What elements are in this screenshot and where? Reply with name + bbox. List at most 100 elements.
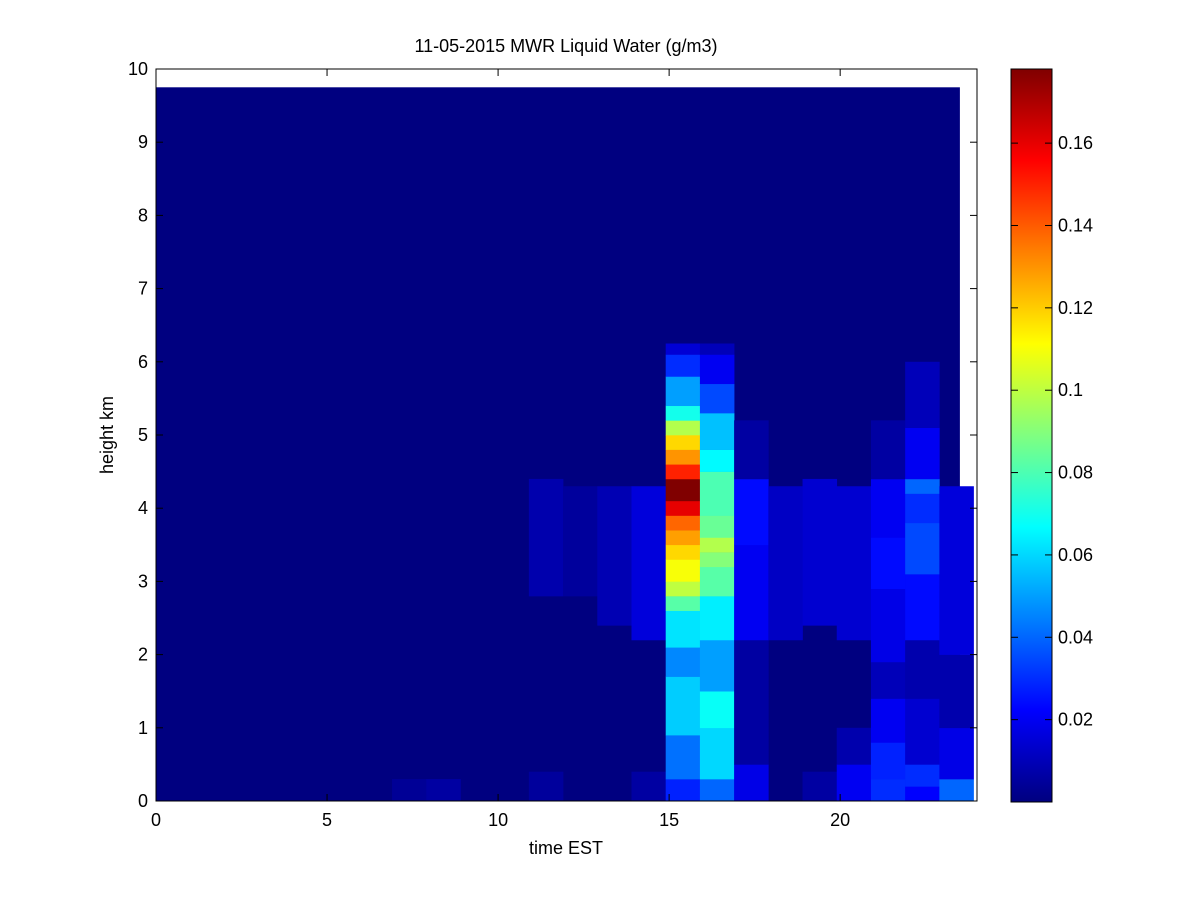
x-axis-ticks: 0 5 10 15 20 bbox=[151, 69, 850, 830]
y-tick-label: 9 bbox=[138, 132, 148, 152]
heatmap-cell bbox=[665, 420, 701, 436]
y-tick-label: 5 bbox=[138, 425, 148, 445]
heatmap-cell bbox=[665, 559, 701, 582]
heatmap-cell bbox=[905, 361, 940, 428]
heatmap-cell bbox=[870, 420, 906, 480]
heatmap-cell bbox=[836, 727, 872, 765]
x-tick-label: 5 bbox=[322, 810, 332, 830]
y-tick-label: 3 bbox=[138, 571, 148, 591]
heatmap-cell bbox=[699, 343, 735, 355]
heatmap-cell bbox=[870, 661, 906, 699]
heatmap-cell bbox=[699, 552, 735, 568]
colorbar: 0.02 0.04 0.06 0.08 0.1 0.12 0.14 0.16 bbox=[1010, 68, 1093, 803]
heatmap-cell bbox=[768, 486, 803, 641]
heatmap-cell bbox=[665, 544, 701, 560]
heatmap-cell bbox=[870, 779, 906, 802]
heatmap-cell bbox=[905, 764, 940, 787]
x-tick-label: 15 bbox=[659, 810, 679, 830]
heatmap-cell bbox=[699, 537, 735, 553]
y-tick-label: 4 bbox=[138, 498, 148, 518]
plot-area bbox=[155, 68, 978, 802]
heatmap-cell bbox=[699, 515, 735, 538]
y-tick-label: 8 bbox=[138, 205, 148, 225]
heatmap-cell bbox=[905, 493, 940, 524]
heatmap-cell bbox=[699, 691, 735, 729]
heatmap-cell bbox=[528, 478, 564, 597]
heatmap-cell bbox=[939, 779, 974, 802]
x-tick-label: 10 bbox=[488, 810, 508, 830]
colorbar-tick-label: 0.1 bbox=[1058, 380, 1083, 400]
heatmap-cell bbox=[665, 610, 701, 648]
x-tick-label: 0 bbox=[151, 810, 161, 830]
heatmap-cell bbox=[905, 478, 940, 494]
heatmap-cell bbox=[665, 464, 701, 480]
y-tick-label: 6 bbox=[138, 352, 148, 372]
colorbar-tick-label: 0.02 bbox=[1058, 710, 1093, 730]
heatmap-cell bbox=[699, 639, 735, 692]
colorbar-tick-label: 0.16 bbox=[1058, 133, 1093, 153]
heatmap-cell bbox=[699, 727, 735, 780]
heatmap-cell bbox=[836, 764, 872, 802]
heatmap-cell bbox=[631, 771, 667, 802]
heatmap-cell bbox=[870, 537, 906, 590]
heatmap-cell bbox=[665, 647, 701, 677]
heatmap-cell bbox=[665, 676, 701, 736]
heatmap-cell bbox=[699, 779, 735, 802]
heatmap-cell bbox=[665, 735, 701, 780]
colorbar-gradient bbox=[1011, 69, 1052, 802]
y-axis-ticks: 0 1 2 3 4 5 6 7 8 9 10 bbox=[128, 59, 977, 811]
heatmap-cell bbox=[665, 530, 701, 546]
y-tick-label: 7 bbox=[138, 279, 148, 299]
heatmap-cell bbox=[870, 698, 906, 743]
heatmap-cell bbox=[699, 471, 735, 516]
colorbar-tick-label: 0.12 bbox=[1058, 298, 1093, 318]
heatmap-cell bbox=[665, 376, 701, 407]
heatmap-cell bbox=[665, 343, 701, 355]
heatmap-cell bbox=[665, 515, 701, 531]
heatmap-cell bbox=[665, 500, 701, 516]
heatmap-cell bbox=[939, 486, 974, 655]
y-tick-label: 1 bbox=[138, 718, 148, 738]
heatmap-cell bbox=[870, 742, 906, 780]
heatmap-cell bbox=[563, 486, 598, 597]
heatmap-cell bbox=[734, 639, 769, 765]
heatmap-cell bbox=[392, 779, 427, 802]
heatmap-cell bbox=[631, 486, 667, 641]
chart-title: 11-05-2015 MWR Liquid Water (g/m3) bbox=[414, 36, 717, 56]
heatmap-cell bbox=[665, 435, 701, 450]
heatmap-cell bbox=[802, 478, 838, 626]
heatmap-cell bbox=[939, 727, 974, 780]
heatmap-cell bbox=[734, 764, 769, 802]
heatmap-cell bbox=[665, 596, 701, 611]
colorbar-tick-label: 0.14 bbox=[1058, 215, 1093, 235]
heatmap-cell bbox=[665, 449, 701, 465]
heatmap-cell bbox=[699, 596, 735, 641]
heatmap-cell bbox=[665, 478, 701, 502]
heatmap-cell bbox=[905, 786, 940, 802]
heatmap-cell bbox=[734, 420, 769, 480]
heatmap-cell bbox=[597, 486, 632, 626]
y-tick-label: 0 bbox=[138, 791, 148, 811]
heatmap-cell bbox=[734, 478, 769, 546]
heatmap-cell bbox=[699, 383, 735, 414]
x-tick-label: 20 bbox=[830, 810, 850, 830]
heatmap-background-cell bbox=[156, 87, 960, 802]
heatmap-cell bbox=[426, 779, 461, 802]
heatmap-cell bbox=[665, 779, 701, 802]
heatmap-cell bbox=[836, 486, 872, 641]
heatmap-cell bbox=[905, 639, 940, 699]
y-axis-label: height km bbox=[97, 396, 117, 474]
colorbar-frame bbox=[1010, 68, 1053, 803]
heatmap-cell bbox=[870, 588, 906, 663]
heatmap-cell bbox=[699, 449, 735, 472]
x-axis-label: time EST bbox=[529, 838, 603, 858]
heatmap-cell bbox=[699, 354, 735, 385]
heatmap-cell bbox=[905, 574, 940, 641]
heatmap-cell bbox=[905, 427, 940, 480]
heatmap-cell bbox=[939, 654, 974, 729]
colorbar-tick-label: 0.04 bbox=[1058, 627, 1093, 647]
heatmap-cell bbox=[665, 405, 701, 421]
heatmap-cell bbox=[699, 413, 735, 450]
heatmap-cells bbox=[156, 87, 974, 802]
